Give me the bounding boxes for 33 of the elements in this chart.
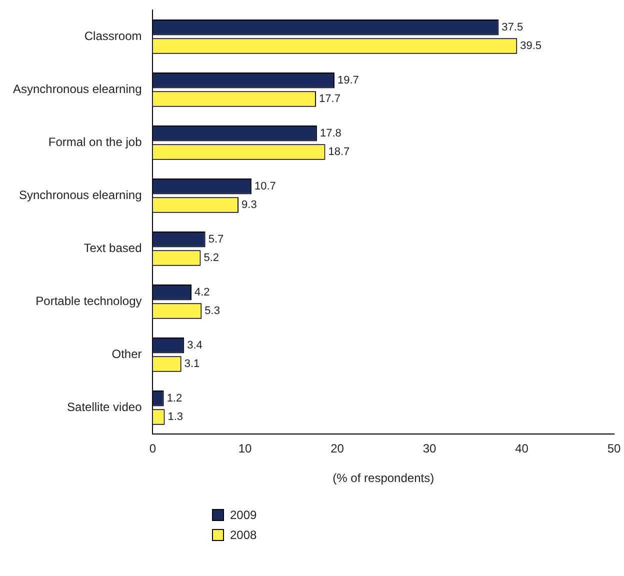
data-label: 17.8	[320, 127, 342, 140]
y-tick-label: Asynchronous elearning	[13, 82, 142, 96]
x-tick-label: 10	[238, 442, 252, 456]
data-label: 37.5	[502, 21, 524, 34]
data-label: 9.3	[242, 199, 257, 212]
data-label: 39.5	[520, 40, 542, 52]
y-tick-label: Formal on the job	[48, 135, 142, 150]
data-label: 5.7	[208, 233, 224, 246]
y-tick-label: Synchronous elearning	[19, 188, 142, 202]
legend-label: 2008	[230, 528, 257, 542]
x-tick-label: 50	[607, 442, 621, 456]
y-tick-label: Classroom	[84, 29, 142, 44]
data-label: 5.2	[204, 252, 220, 264]
data-label: 10.7	[254, 180, 276, 192]
data-label: 19.7	[337, 74, 359, 86]
y-tick-label: Other	[112, 347, 142, 362]
data-label: 1.3	[168, 411, 184, 424]
data-label: 18.7	[328, 146, 350, 158]
y-tick-label: Portable technology	[36, 294, 142, 308]
y-tick-label: Satellite video	[67, 400, 142, 414]
x-tick-label: 0	[149, 442, 156, 456]
data-label: 3.4	[187, 339, 202, 352]
x-tick-label: 20	[330, 442, 344, 456]
data-label: 4.2	[194, 286, 210, 298]
data-label: 1.2	[166, 392, 182, 404]
data-label: 17.7	[319, 93, 340, 106]
legend-label: 2009	[230, 508, 257, 522]
x-tick-label: 30	[422, 442, 436, 456]
y-tick-label: Text based	[84, 241, 142, 256]
x-tick-label: 40	[515, 442, 529, 456]
data-label: 5.3	[204, 305, 220, 318]
data-label: 3.1	[184, 358, 200, 370]
x-axis-title: (% of respondents)	[332, 471, 434, 486]
